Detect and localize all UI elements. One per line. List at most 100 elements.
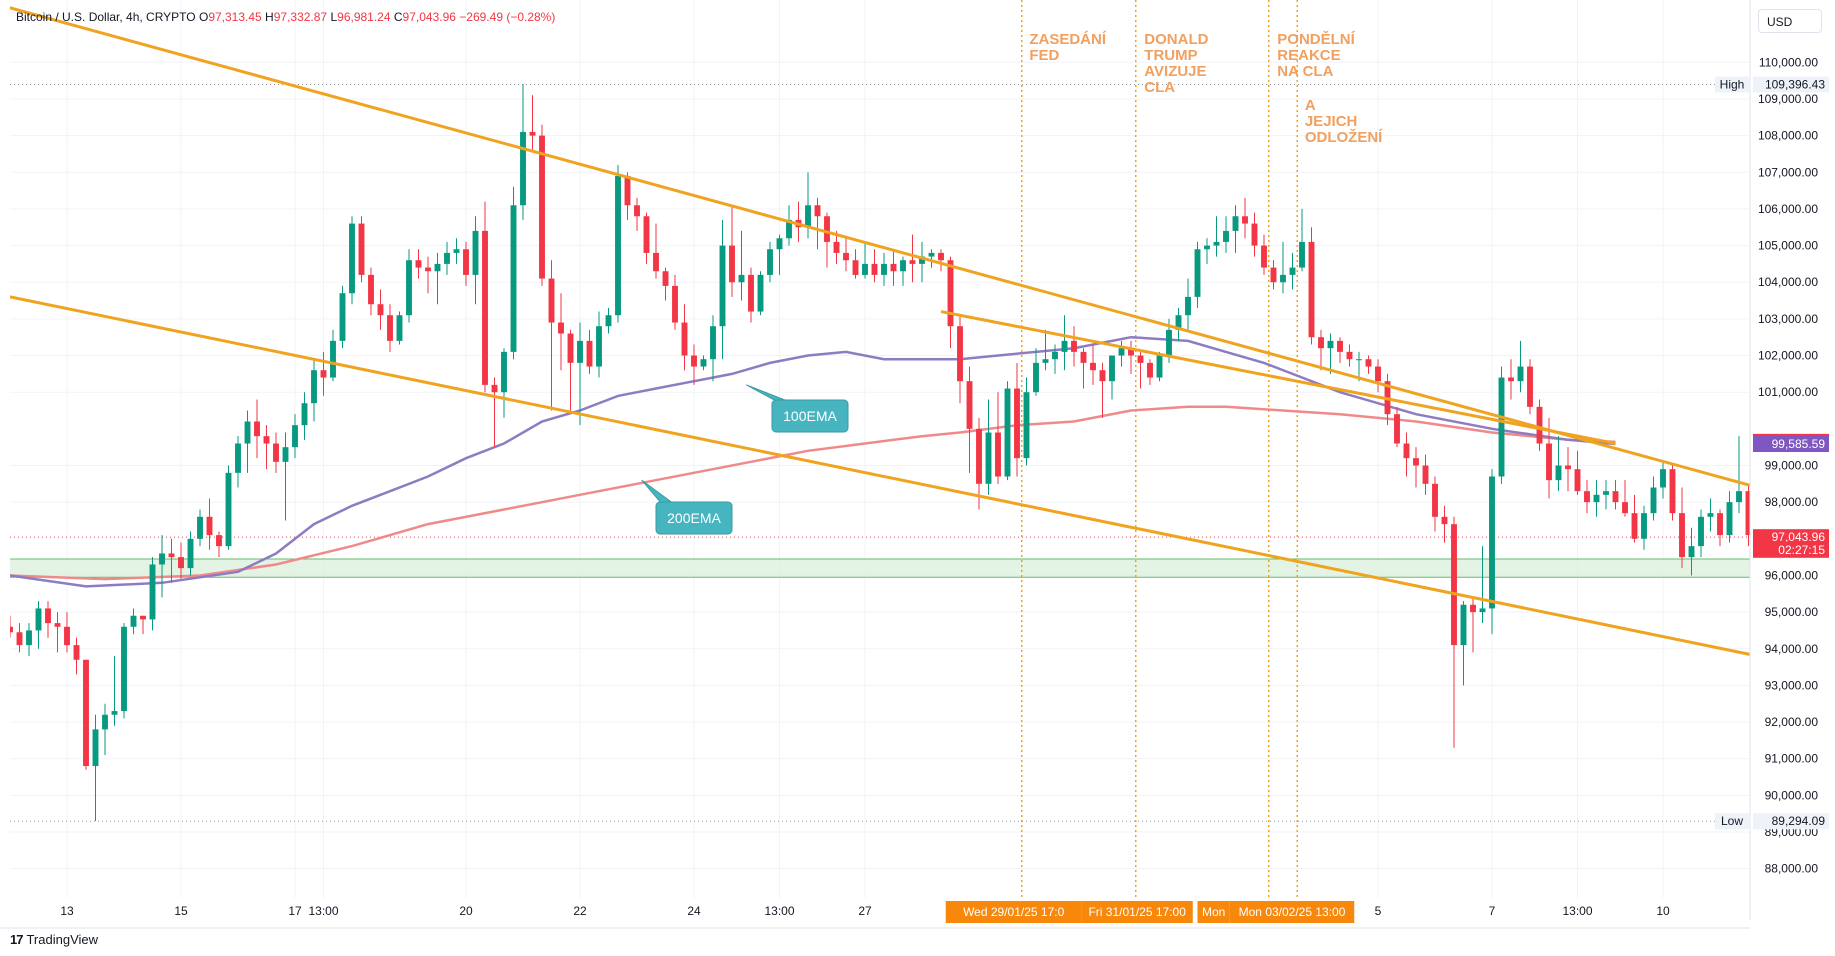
candle-body [311, 370, 317, 404]
candle [634, 197, 640, 231]
candle [216, 531, 222, 558]
candle [1232, 205, 1239, 253]
candle [1603, 480, 1609, 510]
candle-body [1052, 351, 1058, 360]
candle-body [966, 381, 973, 429]
candle [957, 315, 963, 404]
price-label-bg [1753, 529, 1829, 546]
candle [852, 249, 859, 279]
event-annotation-line: REAKCE [1277, 47, 1340, 64]
price-tick-label: 92,000.00 [1765, 715, 1819, 729]
time-highlight-label: Wed 29/01/25 17:0 [963, 905, 1065, 919]
candle [1223, 216, 1229, 253]
candle [833, 230, 840, 264]
candle [605, 307, 612, 334]
candle-body [244, 421, 251, 444]
candle [529, 95, 536, 151]
candle-body [1109, 355, 1115, 382]
time-tick-label: 13:00 [1562, 904, 1592, 918]
price-tick-label: 96,000.00 [1765, 568, 1819, 582]
candle-body [1546, 443, 1552, 481]
candle-body [482, 230, 488, 385]
candle [757, 271, 764, 316]
candle-body [1413, 458, 1419, 466]
candle-body [947, 260, 954, 327]
candle-body [1498, 377, 1505, 477]
candle [995, 392, 1001, 484]
candle [1337, 337, 1343, 363]
candle [1622, 480, 1628, 517]
candle-body [83, 659, 89, 767]
candle [1270, 260, 1277, 290]
candle-body [225, 472, 232, 547]
close-label: C [393, 10, 403, 24]
candle-body [1337, 340, 1343, 352]
time-highlight-label: Mon [1202, 905, 1225, 919]
candle [1460, 601, 1467, 686]
candle-body [1736, 491, 1742, 503]
high-value: 97,332.87 [273, 10, 328, 24]
candle-body [738, 274, 745, 283]
candle [368, 267, 374, 316]
price-tick-label: 108,000.00 [1758, 129, 1818, 143]
candle-body [577, 340, 583, 363]
candle-body [767, 249, 773, 275]
candle [463, 241, 469, 286]
candle-body [1014, 388, 1020, 459]
candle-body [1004, 388, 1011, 477]
candle [947, 256, 954, 349]
candle-body [1584, 491, 1590, 503]
candle [1584, 480, 1590, 514]
candle-body [168, 553, 175, 558]
candle [548, 260, 555, 411]
candle-body [1631, 513, 1638, 539]
candle-body [1232, 216, 1239, 231]
candle-body [453, 249, 460, 253]
close-value: 97,043.96 [402, 10, 456, 24]
time-highlight-bg [1229, 901, 1355, 923]
candle [64, 612, 70, 653]
candle [1023, 377, 1030, 466]
open-value: 97,313.45 [208, 10, 262, 24]
candle-body [1090, 362, 1096, 371]
candle-body [1280, 274, 1286, 283]
candle-body [377, 304, 384, 316]
candle-body [197, 516, 203, 539]
candle-body [1660, 469, 1666, 488]
time-highlight-bg [945, 901, 1082, 923]
candle [501, 348, 507, 418]
price-tick-label: 101,000.00 [1758, 385, 1818, 399]
tradingview-logo[interactable]: 17 TradingView [10, 932, 98, 947]
candle [558, 293, 564, 371]
candle-body [805, 205, 811, 228]
event-annotation: DONALD TRUMP AVIZUJE CLA [1144, 31, 1208, 96]
candle-body [292, 425, 298, 448]
price-axis: 110,000.00 109,000.00 108,000.00 107,000.00… [1758, 55, 1818, 875]
callout-label: 100EMA [783, 408, 837, 424]
candle-body [1403, 443, 1410, 459]
candle [586, 329, 593, 374]
candle [976, 417, 982, 510]
candle [396, 311, 403, 345]
candle [1052, 344, 1058, 374]
candle-body [54, 623, 61, 627]
candle-body [1242, 216, 1248, 224]
price-label-bg [1753, 436, 1829, 453]
candle [520, 84, 526, 220]
candle-body [1536, 406, 1543, 444]
candle [719, 219, 726, 360]
candle-body [45, 608, 51, 624]
time-tick-label: 22 [573, 904, 587, 918]
candle-body [1688, 546, 1695, 558]
currency-button[interactable]: USD [1758, 9, 1822, 33]
candle [102, 703, 108, 756]
candle [985, 399, 992, 495]
candle [510, 186, 517, 360]
candle [1612, 480, 1619, 510]
event-annotation-line: ODLOŽENÍ [1305, 128, 1383, 146]
candle [330, 329, 336, 382]
candle [301, 392, 308, 440]
candle-body [976, 428, 982, 484]
candle-body [539, 135, 545, 279]
